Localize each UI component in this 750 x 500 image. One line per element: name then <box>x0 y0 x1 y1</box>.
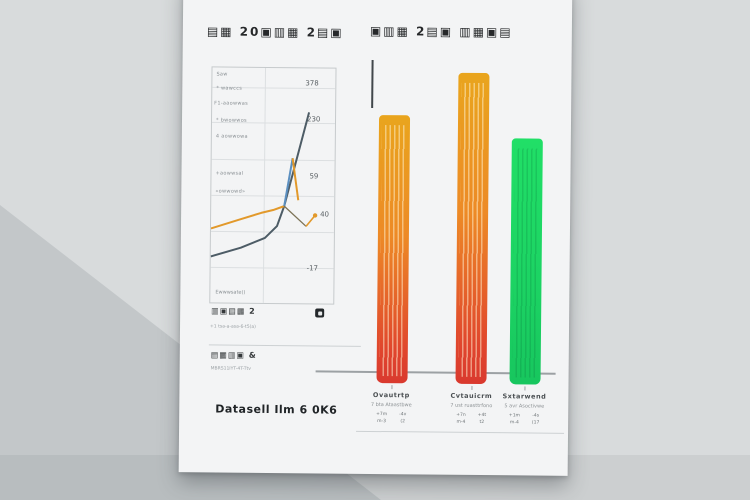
section-1-note: +1 tsa-a-asa-6-t5(a) <box>210 324 256 330</box>
x-axis-caption: Ewwwsate() <box>215 289 246 296</box>
metric: -4v <box>399 412 407 418</box>
bar-category-label: Sxtarwend <box>502 392 547 401</box>
value-label: -17 <box>306 264 319 273</box>
legend-item: 4 aowwowa <box>215 133 248 140</box>
value-label: 230 <box>306 115 321 124</box>
tail-orange <box>305 214 316 227</box>
footer-text: Datasell Ilm 6 0K6 <box>215 402 338 417</box>
bottom-divider <box>356 430 565 434</box>
document-card: ▤▦ 20▣▥▦ 2▤▣ ▣▥▦ 2▤▣ ▥▦▣▤ Saw * wawccs F… <box>178 0 573 476</box>
section-1-label: ▥▣▤▦ 2 <box>211 306 256 316</box>
bar-metrics: +1m m-4 -4s (17 <box>482 413 566 427</box>
divider <box>208 344 361 347</box>
secondary-orange-line <box>210 205 285 230</box>
bar-ridges <box>458 82 487 378</box>
legend-item: «owwowd» <box>215 188 246 195</box>
bar <box>455 72 490 385</box>
tail-dark <box>283 205 307 227</box>
value-label: 59 <box>309 172 319 181</box>
line-chart: Saw * wawccs F1-aaowwas * bwowwos 4 aoww… <box>209 66 337 305</box>
bar-tick <box>391 385 393 390</box>
section-2-note: MBRS11IYT-4T-Ttv <box>210 366 251 372</box>
bar-category-label: Ovautrtp <box>372 390 410 400</box>
bar-sub-label: 7 bta Ataastbwe <box>370 401 412 409</box>
metric: (2 <box>400 418 405 425</box>
line-end-marker <box>312 213 318 218</box>
metric: (17 <box>531 420 540 426</box>
legend-item: * bwowwos <box>215 117 248 124</box>
bar-ridges <box>512 148 540 378</box>
right-chart-title: ▣▥▦ 2▤▣ ▥▦▣▤ <box>369 23 513 40</box>
gridlines <box>210 67 336 303</box>
metric: m-3 <box>377 418 387 424</box>
bar <box>509 138 543 385</box>
metric: +1m <box>508 413 520 419</box>
bar-label-group: Ovautrtp 7 bta Ataastbwe +7m m-3 -4v (2 <box>349 391 433 426</box>
spike-orange <box>291 158 300 201</box>
metric: +7n <box>456 412 466 418</box>
legend-item: +aowwsal <box>215 170 244 177</box>
left-chart-title: ▤▦ 20▣▥▦ 2▤▣ <box>206 24 344 40</box>
legend-item: * wawccs <box>216 85 243 92</box>
metric: +7m <box>376 412 388 418</box>
badge-icon[interactable] <box>315 308 325 318</box>
metric: -4s <box>532 413 540 419</box>
spike-blue <box>283 158 294 207</box>
bar-metrics: +7m m-3 -4v (2 <box>349 412 433 426</box>
bar-label-group: Sxtarwend 5 avr Asoctivwe +1m m-4 -4s (1… <box>482 392 566 427</box>
legend-item: F1-aaowwas <box>214 100 249 107</box>
bar-ridges <box>379 125 407 377</box>
y-axis-tick <box>371 59 374 108</box>
line-plot <box>210 67 336 303</box>
value-label: 378 <box>305 79 319 88</box>
primary-dark-line <box>210 112 311 258</box>
section-2-label: ▤▦▥▣ & <box>210 350 257 360</box>
legend-item: Saw <box>216 71 228 78</box>
bar-tick <box>471 385 473 390</box>
metric: m-4 <box>509 420 519 426</box>
metric: m-4 <box>456 419 466 425</box>
bar-tick <box>524 386 526 391</box>
value-label: 40 <box>320 210 330 219</box>
bar <box>376 115 411 384</box>
bar-sub-label: 5 avr Asoctivwe <box>504 403 545 410</box>
